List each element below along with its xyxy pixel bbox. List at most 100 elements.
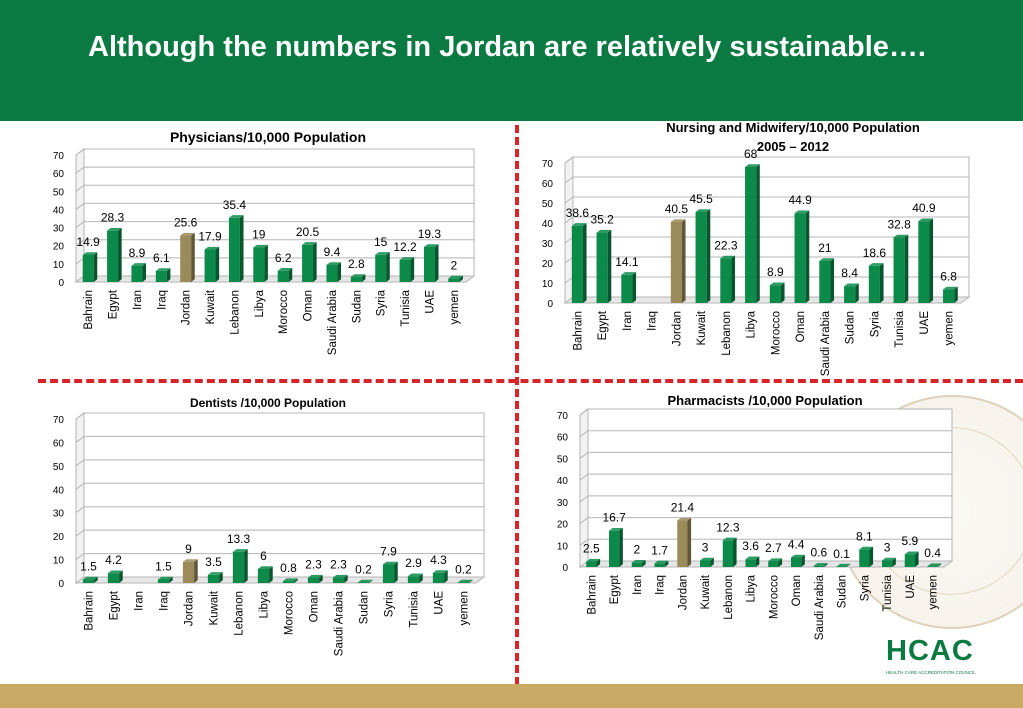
- gridline: [75, 239, 474, 247]
- y-tick-label: 30: [53, 509, 65, 520]
- y-tick-label: 0: [547, 299, 553, 310]
- gridline: [579, 538, 952, 546]
- x-tick-label: yemen: [944, 311, 956, 346]
- data-label: 12.2: [393, 240, 417, 254]
- data-label: 3: [702, 540, 709, 554]
- data-label: 22.3: [714, 238, 738, 252]
- data-label: 9: [185, 542, 192, 556]
- bar-uae: [432, 570, 448, 583]
- gridline: [579, 517, 952, 524]
- bar-uae: [918, 218, 934, 303]
- x-tick-label: Libya: [254, 289, 266, 317]
- data-label: 45.5: [689, 192, 713, 206]
- gridline: [75, 184, 474, 192]
- gridline: [579, 495, 952, 503]
- bar-morocco: [769, 282, 785, 303]
- logo-text: HCAC: [886, 635, 974, 667]
- x-tick-label: Iran: [632, 575, 644, 595]
- x-tick-label: Iran: [622, 311, 634, 331]
- x-tick-label: Jordan: [671, 311, 683, 346]
- bar-uae: [423, 244, 439, 282]
- x-tick-label: Saudi Arabia: [327, 289, 339, 355]
- bar-sudan: [836, 563, 851, 567]
- x-tick-label: Morocco: [768, 575, 780, 619]
- bar-iran: [621, 272, 637, 303]
- x-tick-label: Tunisia: [882, 574, 894, 611]
- data-label: 0.1: [833, 547, 850, 561]
- bar-iraq: [654, 560, 669, 567]
- gridline: [75, 221, 474, 228]
- bar-syria: [859, 546, 874, 567]
- data-label: 2.5: [583, 542, 600, 556]
- data-label: 8.1: [856, 529, 873, 543]
- x-tick-label: Sudan: [351, 290, 363, 323]
- y-tick-label: 20: [53, 242, 65, 253]
- x-tick-label: Egypt: [109, 590, 121, 620]
- x-tick-label: Lebanon: [721, 311, 733, 356]
- bar-saudi-arabia: [813, 562, 828, 567]
- data-label: 0.6: [811, 546, 828, 560]
- bar-sudan: [350, 274, 366, 282]
- bar-bahrain: [571, 223, 587, 303]
- x-tick-label: Sudan: [845, 311, 857, 344]
- bar-lebanon: [722, 537, 737, 567]
- gridline: [75, 529, 484, 537]
- y-tick-label: 30: [53, 224, 65, 235]
- bar-kuwait: [700, 557, 714, 567]
- data-label: 2.3: [305, 558, 322, 572]
- data-label: 8.9: [767, 265, 784, 279]
- x-tick-label: yemen: [459, 591, 471, 626]
- data-label: 6: [260, 549, 267, 563]
- data-label: 14.1: [615, 255, 639, 269]
- bar-iran: [631, 559, 646, 567]
- gridline: [75, 435, 484, 443]
- y-tick-label: 40: [53, 485, 65, 496]
- x-tick-label: Syria: [869, 310, 881, 337]
- y-tick-label: 0: [562, 563, 568, 574]
- x-tick-label: yemen: [928, 575, 940, 610]
- data-label: 0.2: [355, 563, 372, 577]
- bar-saudi-arabia: [332, 574, 348, 583]
- bar-sudan: [844, 283, 859, 303]
- chart-title: Dentists /10,000 Population: [190, 396, 346, 410]
- bar-tunisia: [399, 257, 415, 282]
- x-tick-label: Jordan: [181, 290, 193, 325]
- bar-egypt: [596, 229, 612, 303]
- data-label: 2: [450, 258, 457, 272]
- data-label: 0.8: [280, 561, 297, 575]
- data-label: 21.4: [671, 501, 695, 515]
- data-label: 21: [818, 241, 832, 255]
- x-tick-label: Kuwait: [205, 289, 217, 324]
- bar-morocco: [768, 558, 783, 567]
- y-tick-label: 70: [53, 151, 65, 162]
- x-tick-label: Saudi Arabia: [820, 310, 832, 376]
- gridline: [75, 482, 484, 490]
- x-tick-label: Jordan: [677, 575, 689, 610]
- x-tick-label: Iran: [134, 591, 146, 611]
- x-tick-label: Syria: [384, 590, 396, 617]
- bar-iraq: [157, 576, 173, 583]
- bar-libya: [253, 244, 268, 282]
- x-tick-label: Jordan: [184, 591, 196, 626]
- x-tick-label: Bahrain: [84, 591, 96, 631]
- gridline: [579, 473, 952, 481]
- bar-jordan: [677, 517, 692, 567]
- data-label: 35.4: [223, 198, 247, 212]
- y-tick-label: 50: [557, 454, 569, 465]
- x-tick-label: Oman: [309, 591, 321, 622]
- x-tick-label: Morocco: [284, 591, 296, 635]
- data-label: 2.9: [405, 556, 422, 570]
- x-tick-label: Iraq: [159, 591, 171, 611]
- data-label: 2.3: [330, 558, 347, 572]
- bar-saudi-arabia: [819, 258, 835, 303]
- x-tick-label: Sudan: [359, 591, 371, 624]
- bar-iran: [131, 263, 147, 282]
- data-label: 6.8: [940, 269, 957, 283]
- y-tick-label: 60: [53, 438, 65, 449]
- gridline: [564, 216, 969, 224]
- data-label: 32.8: [887, 217, 911, 231]
- x-tick-label: Tunisia: [409, 590, 421, 627]
- bar-tunisia: [882, 557, 896, 567]
